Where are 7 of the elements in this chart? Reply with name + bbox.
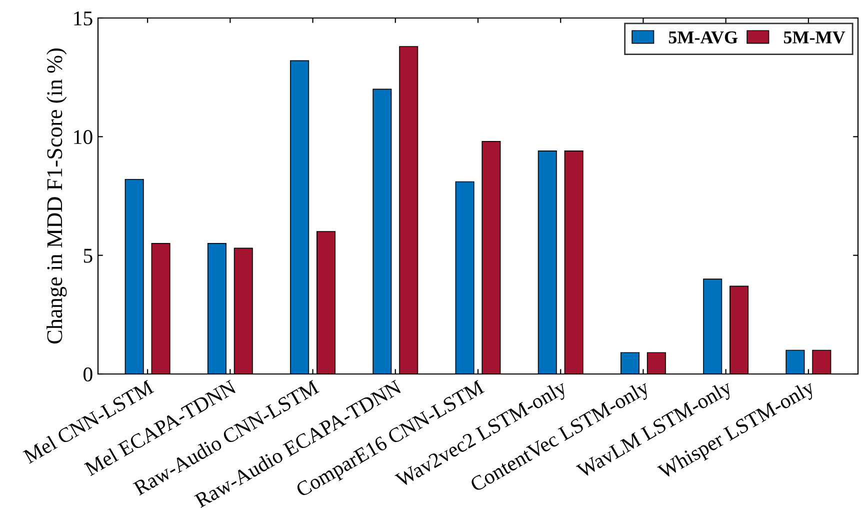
legend-label: 5M-AVG	[668, 31, 738, 44]
y-tick-label: 5	[84, 248, 92, 263]
y-tick-label: 10	[74, 130, 92, 144]
y-tick-label: 0	[84, 367, 92, 382]
y-axis-title: Change in MDD F1-Score (in %)	[46, 48, 67, 344]
legend-label: 5M-MV	[784, 31, 846, 44]
y-tick-label: 15	[74, 11, 92, 26]
